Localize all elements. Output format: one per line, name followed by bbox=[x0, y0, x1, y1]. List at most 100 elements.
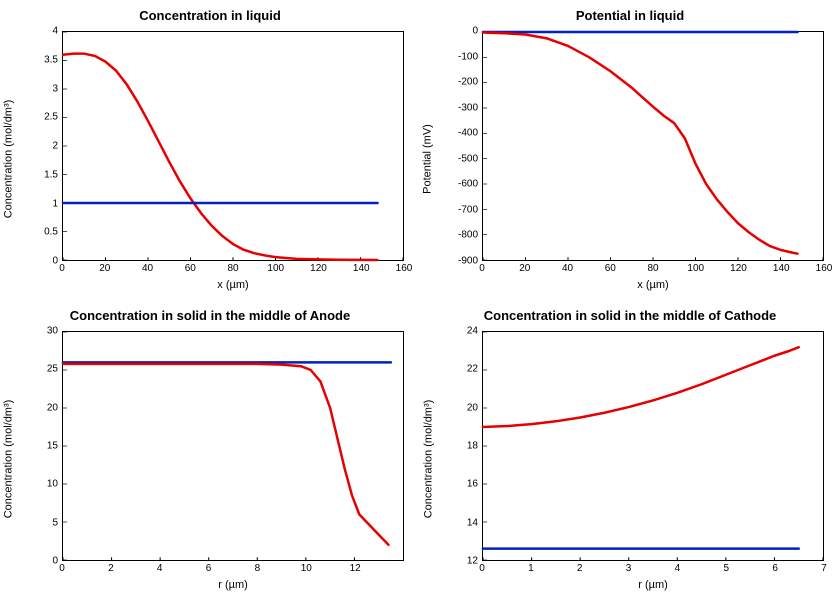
xtick-label: 12 bbox=[350, 563, 361, 574]
axes-2 bbox=[62, 331, 404, 561]
axes-0 bbox=[62, 31, 404, 261]
yticks-1: -900-800-700-600-500-400-300-200-1000 bbox=[426, 31, 480, 261]
ytick-label: 18 bbox=[426, 441, 478, 452]
xtick-label: 10 bbox=[301, 563, 312, 574]
xticks-0: 020406080100120140160 bbox=[62, 263, 404, 277]
xtick-label: 40 bbox=[142, 263, 153, 274]
panel-conc-anode: Concentration in solid in the middle of … bbox=[0, 300, 420, 600]
xlabel-0: x (µm) bbox=[62, 279, 404, 291]
xtick-label: 0 bbox=[479, 263, 485, 274]
ytick-label: -800 bbox=[426, 230, 478, 241]
plot-svg-0 bbox=[63, 32, 403, 260]
xtick-label: 60 bbox=[185, 263, 196, 274]
ytick-label: 2.5 bbox=[6, 112, 58, 123]
panel-potential-liquid: Potential in liquid Potential (mV) -900-… bbox=[420, 0, 840, 300]
ytick-label: 1.5 bbox=[6, 169, 58, 180]
axes-1 bbox=[482, 31, 824, 261]
ytick-label: 0.5 bbox=[6, 227, 58, 238]
ytick-label: -400 bbox=[426, 128, 478, 139]
xtick-label: 4 bbox=[675, 563, 681, 574]
xtick-label: 40 bbox=[562, 263, 573, 274]
panel-conc-cathode: Concentration in solid in the middle of … bbox=[420, 300, 840, 600]
plot-outer-3: Concentration (mol/dm³) 12141618202224 0… bbox=[426, 327, 834, 591]
ytick-label: 0 bbox=[426, 26, 478, 37]
xtick-label: 140 bbox=[353, 263, 370, 274]
xlabel-3: r (µm) bbox=[482, 579, 824, 591]
xlabel-2: r (µm) bbox=[62, 579, 404, 591]
series-red bbox=[63, 364, 388, 545]
xtick-label: 5 bbox=[724, 563, 730, 574]
xtick-label: 120 bbox=[730, 263, 747, 274]
series-red bbox=[483, 347, 799, 427]
xtick-label: 2 bbox=[577, 563, 583, 574]
title-potential-liquid: Potential in liquid bbox=[426, 8, 834, 23]
ytick-label: 0 bbox=[6, 556, 58, 567]
ytick-label: 12 bbox=[426, 556, 478, 567]
xlabel-1: x (µm) bbox=[482, 279, 824, 291]
ytick-label: 2 bbox=[6, 141, 58, 152]
xtick-label: 80 bbox=[227, 263, 238, 274]
xtick-label: 100 bbox=[687, 263, 704, 274]
ytick-label: 24 bbox=[426, 326, 478, 337]
xtick-label: 60 bbox=[605, 263, 616, 274]
ytick-label: 3.5 bbox=[6, 54, 58, 65]
ytick-label: 22 bbox=[426, 364, 478, 375]
ytick-label: 15 bbox=[6, 441, 58, 452]
ytick-label: -500 bbox=[426, 153, 478, 164]
xtick-label: 0 bbox=[59, 263, 65, 274]
plot-svg-2 bbox=[63, 332, 403, 560]
title-conc-cathode: Concentration in solid in the middle of … bbox=[426, 308, 834, 323]
plot-svg-1 bbox=[483, 32, 823, 260]
ytick-label: 20 bbox=[6, 402, 58, 413]
xtick-label: 0 bbox=[59, 563, 65, 574]
plot-outer-1: Potential (mV) -900-800-700-600-500-400-… bbox=[426, 27, 834, 291]
ytick-label: 0 bbox=[6, 256, 58, 267]
yticks-2: 051015202530 bbox=[6, 331, 60, 561]
yticks-3: 12141618202224 bbox=[426, 331, 480, 561]
ytick-label: 30 bbox=[6, 326, 58, 337]
xtick-label: 100 bbox=[267, 263, 284, 274]
xtick-label: 6 bbox=[772, 563, 778, 574]
ytick-label: 4 bbox=[6, 26, 58, 37]
axes-3 bbox=[482, 331, 824, 561]
xtick-label: 4 bbox=[157, 563, 163, 574]
xtick-label: 160 bbox=[396, 263, 413, 274]
plot-outer-2: Concentration (mol/dm³) 051015202530 024… bbox=[6, 327, 414, 591]
ytick-label: -900 bbox=[426, 256, 478, 267]
ytick-label: 14 bbox=[426, 517, 478, 528]
ytick-label: -100 bbox=[426, 51, 478, 62]
xtick-label: 120 bbox=[310, 263, 327, 274]
yticks-0: 00.511.522.533.54 bbox=[6, 31, 60, 261]
xticks-1: 020406080100120140160 bbox=[482, 263, 824, 277]
ytick-label: 10 bbox=[6, 479, 58, 490]
xticks-3: 0 1 2 3 4 5 6 7 bbox=[482, 563, 824, 577]
ytick-label: 20 bbox=[426, 402, 478, 413]
xtick-label: 140 bbox=[773, 263, 790, 274]
series-red bbox=[63, 54, 378, 260]
plot-svg-3 bbox=[483, 332, 823, 560]
ytick-label: -700 bbox=[426, 204, 478, 215]
xtick-label: 6 bbox=[206, 563, 212, 574]
title-conc-liquid: Concentration in liquid bbox=[6, 8, 414, 23]
title-conc-anode: Concentration in solid in the middle of … bbox=[6, 308, 414, 323]
ytick-label: 5 bbox=[6, 517, 58, 528]
xtick-label: 1 bbox=[528, 563, 534, 574]
ytick-label: 1 bbox=[6, 198, 58, 209]
ytick-label: 3 bbox=[6, 83, 58, 94]
xticks-2: 0 2 4 6 8 10 12 bbox=[62, 563, 404, 577]
xtick-label: 20 bbox=[99, 263, 110, 274]
xtick-label: 7 bbox=[821, 563, 827, 574]
ytick-label: -600 bbox=[426, 179, 478, 190]
ytick-label: -200 bbox=[426, 77, 478, 88]
panel-conc-liquid: Concentration in liquid Concentration (m… bbox=[0, 0, 420, 300]
xtick-label: 160 bbox=[816, 263, 833, 274]
xtick-label: 2 bbox=[108, 563, 114, 574]
xtick-label: 0 bbox=[479, 563, 485, 574]
plot-outer-0: Concentration (mol/dm³) 00.511.522.533.5… bbox=[6, 27, 414, 291]
xtick-label: 8 bbox=[255, 563, 261, 574]
xtick-label: 3 bbox=[626, 563, 632, 574]
chart-grid: Concentration in liquid Concentration (m… bbox=[0, 0, 840, 600]
ytick-label: 16 bbox=[426, 479, 478, 490]
series-red bbox=[483, 33, 798, 254]
ytick-label: 25 bbox=[6, 364, 58, 375]
